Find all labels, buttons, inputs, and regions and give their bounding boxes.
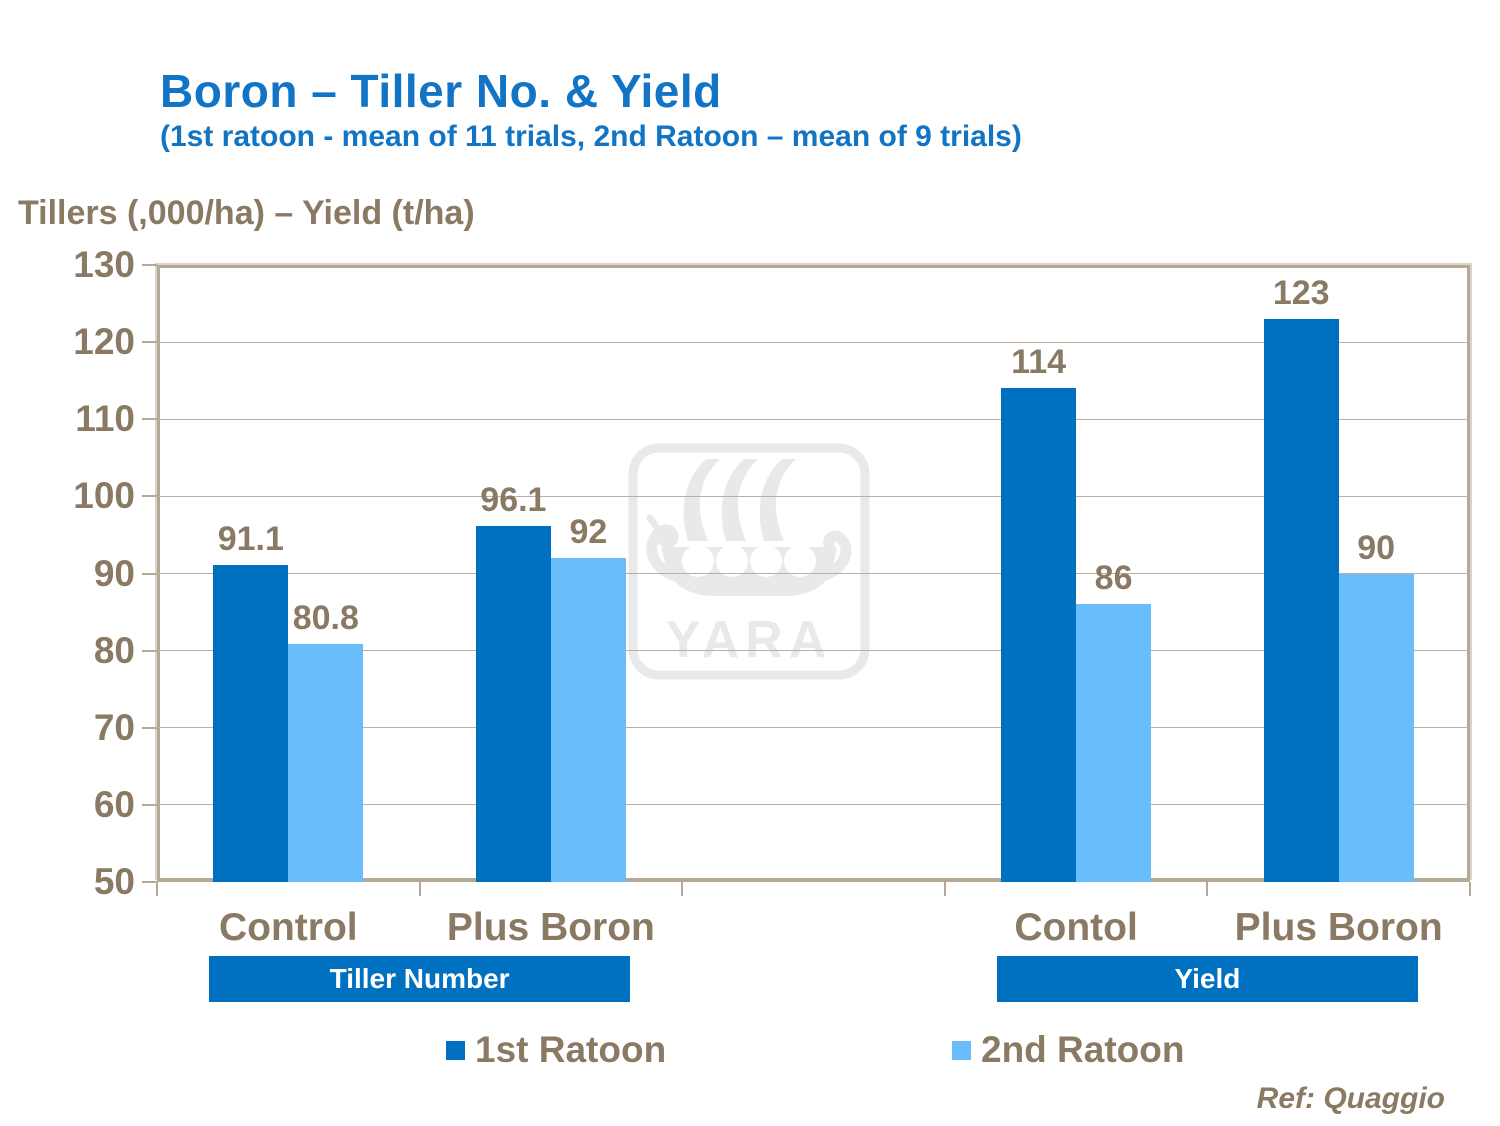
y-tick — [142, 881, 157, 883]
bar-2nd-ratoon — [288, 644, 364, 882]
y-tick — [142, 418, 157, 421]
gridline — [157, 804, 1470, 806]
y-tick — [142, 649, 157, 652]
section-box: Tiller Number — [209, 956, 631, 1002]
y-axis-title: Tillers (,000/ha) – Yield (t/ha) — [18, 194, 475, 232]
bar-2nd-ratoon — [1076, 604, 1152, 882]
viking-ship-icon: YARA — [628, 443, 870, 680]
y-tick-label: 130 — [73, 244, 135, 285]
bar-2nd-ratoon — [550, 558, 626, 882]
bar-value-label: 86 — [1094, 559, 1133, 598]
bar-value-label: 96.1 — [480, 481, 547, 520]
gridline — [157, 650, 1470, 652]
legend-item-2nd-ratoon: 2nd Ratoon — [952, 1029, 1185, 1070]
legend-swatch-1st-ratoon-icon — [446, 1040, 465, 1060]
bar-value-label: 90 — [1357, 528, 1396, 567]
bar-value-label: 92 — [569, 513, 608, 552]
category-label: Contol — [1014, 906, 1138, 949]
gridline — [157, 495, 1470, 497]
bar-1st-ratoon — [1263, 318, 1339, 882]
gridline — [157, 341, 1470, 343]
y-tick-label: 70 — [93, 706, 135, 748]
y-tick — [142, 726, 157, 729]
category-label: Plus Boron — [1234, 906, 1443, 949]
gridline — [157, 573, 1470, 574]
bar-1st-ratoon — [475, 526, 551, 882]
chart-subtitle: (1st ratoon - mean of 11 trials, 2nd Rat… — [160, 120, 1022, 153]
category-label: Plus Boron — [446, 906, 655, 949]
bar-1st-ratoon — [1001, 388, 1077, 882]
bar-1st-ratoon — [213, 565, 289, 882]
x-tick — [681, 882, 684, 896]
bar-value-label: 123 — [1272, 273, 1330, 312]
reference-text: Ref: Quaggio — [1256, 1082, 1445, 1115]
yara-watermark-logo: YARA — [628, 443, 870, 680]
y-tick-label: 80 — [93, 629, 135, 671]
legend-item-1st-ratoon: 1st Ratoon — [446, 1029, 667, 1070]
bar-value-label: 80.8 — [292, 599, 359, 638]
legend-label-1st-ratoon: 1st Ratoon — [475, 1029, 667, 1070]
y-tick-label: 50 — [93, 861, 135, 902]
y-tick-label: 90 — [93, 552, 135, 594]
legend-label-2nd-ratoon: 2nd Ratoon — [981, 1029, 1185, 1070]
x-tick — [418, 882, 421, 896]
x-tick — [1206, 882, 1209, 896]
bar-value-label: 91.1 — [217, 520, 284, 559]
y-tick-label: 110 — [75, 398, 135, 440]
y-tick — [142, 803, 157, 806]
y-tick-label: 60 — [93, 783, 135, 825]
y-tick-label: 100 — [73, 475, 135, 517]
x-tick — [1469, 882, 1471, 896]
x-tick — [156, 882, 158, 896]
y-tick — [142, 495, 157, 498]
section-box: Yield — [996, 956, 1418, 1002]
category-label: Control — [218, 906, 358, 949]
watermark-text: YARA — [666, 611, 833, 669]
bar-value-label: 114 — [1011, 343, 1067, 382]
gridline — [157, 418, 1470, 420]
gridline — [157, 727, 1470, 729]
bar-2nd-ratoon — [1338, 573, 1414, 882]
y-tick — [142, 264, 157, 266]
chart-title: Boron – Tiller No. & Yield — [160, 65, 722, 117]
x-tick — [943, 882, 946, 896]
y-tick — [142, 572, 157, 575]
y-tick — [142, 341, 157, 344]
y-tick-label: 120 — [73, 321, 135, 363]
legend-swatch-2nd-ratoon-icon — [952, 1040, 971, 1060]
